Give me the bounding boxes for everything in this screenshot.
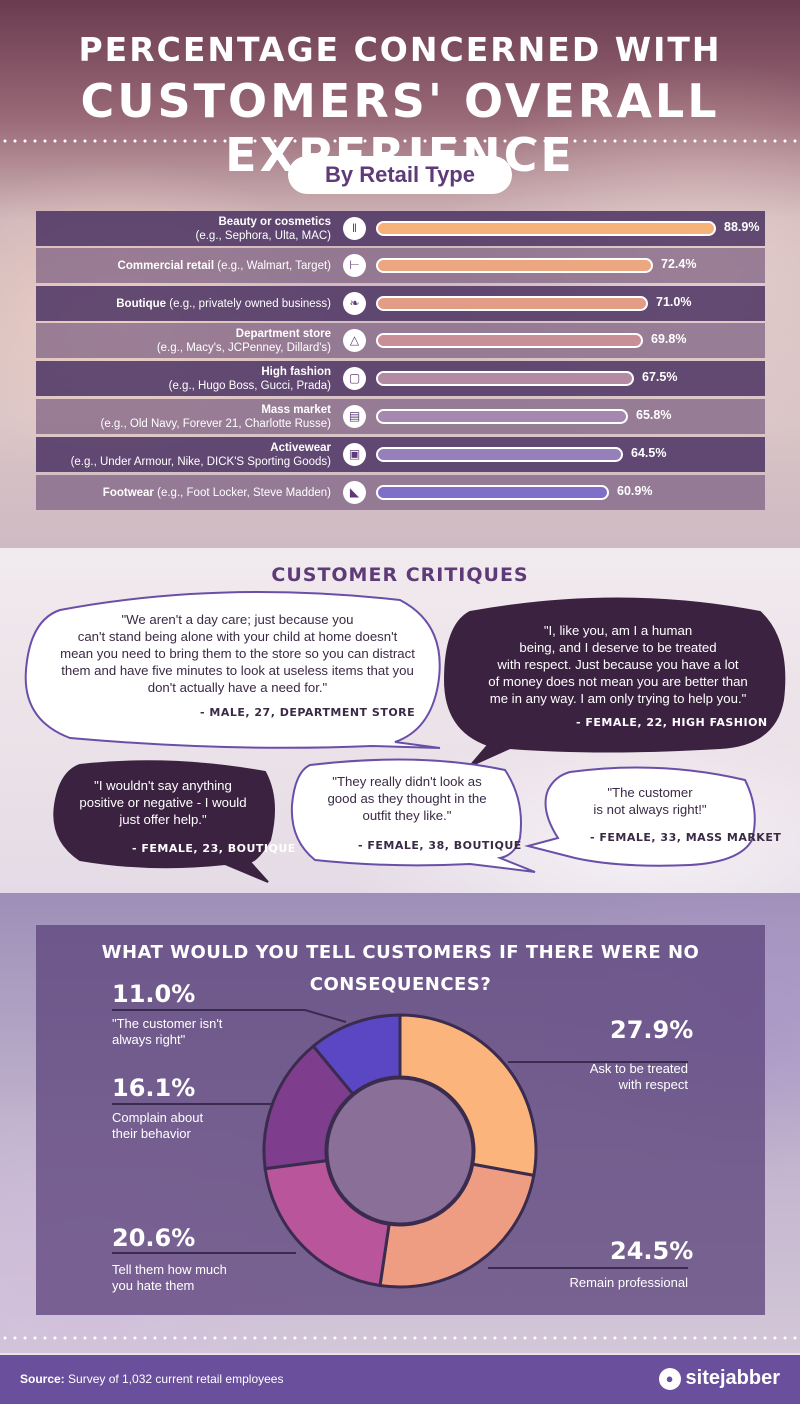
slice-pct-respect: 27.9% [610, 1016, 694, 1044]
storefront-icon: ▤ [343, 405, 366, 428]
cart-icon: ⊢ [343, 254, 366, 277]
bar-mark [376, 409, 628, 424]
page-title-line2: CUSTOMERS' OVERALL EXPERIENCE [80, 74, 720, 182]
bar-mark [376, 371, 634, 386]
quote-2: "I, like you, am I a human being, and I … [488, 623, 748, 706]
footer: Source: Survey of 1,032 current retail e… [0, 1355, 800, 1404]
bar-row: Boutique (e.g., privately owned business… [36, 286, 765, 321]
bar-category-name: Beauty or cosmetics [218, 215, 332, 228]
bar-category-label: Boutique (e.g., privately owned business… [41, 286, 331, 321]
bar-mark [376, 333, 643, 348]
bar-category-label: Mass market (e.g., Old Navy, Forever 21, … [41, 399, 331, 434]
quote-5: "The customer is not always right!" [593, 785, 707, 817]
bar-row: Footwear (e.g., Foot Locker, Steve Madde… [36, 475, 765, 510]
bow-icon: ❧ [343, 292, 366, 315]
hanger-icon: △ [343, 329, 366, 352]
bar-category-label: Beauty or cosmetics (e.g., Sephora, Ulta,… [41, 211, 332, 246]
bar-category-detail: (e.g., Walmart, Target) [217, 259, 331, 272]
donut-hole [325, 1076, 475, 1226]
slice-pct-notright: 11.0% [112, 980, 196, 1008]
bar-category-detail: (e.g., Foot Locker, Steve Madden) [157, 486, 331, 499]
dotted-divider [0, 139, 800, 143]
lipstick-icon: ‖ [343, 217, 366, 240]
quote-4: "They really didn't look as good as they… [327, 774, 487, 823]
speech-bubble-5 [524, 766, 756, 867]
bar-category-name: Boutique [116, 297, 167, 310]
slice-pct-complain: 16.1% [112, 1074, 196, 1102]
quote-2-attribution: - FEMALE, 22, HIGH FASHION [576, 716, 768, 729]
source-note: Source: Survey of 1,032 current retail e… [20, 1372, 284, 1386]
sitejabber-logo[interactable]: ● sitejabber [658, 1367, 780, 1390]
bar-category-detail: (e.g., privately owned business) [169, 297, 331, 310]
bar-category-detail: (e.g., Under Armour, Nike, DICK'S Sporti… [70, 455, 331, 468]
speech-bubble-3 [53, 760, 275, 883]
page-title-line1: PERCENTAGE CONCERNED WITH [78, 30, 722, 69]
slice-pct-professional: 24.5% [610, 1237, 694, 1265]
slice-label-complain: Complain about their behavior [112, 1110, 204, 1141]
consequences-donut-chart [112, 1009, 688, 1289]
shorts-icon: ▣ [343, 443, 366, 466]
leader-line-notright [112, 1009, 347, 1023]
bar-category-label: Activewear (e.g., Under Armour, Nike, DIC… [41, 437, 331, 472]
quote-1-attribution: - MALE, 27, DEPARTMENT STORE [200, 706, 416, 719]
slice-label-respect: Ask to be treated with respect [589, 1061, 688, 1092]
bar-category-detail: (e.g., Old Navy, Forever 21, Charlotte R… [100, 417, 331, 430]
bar-row: Department store (e.g., Macy's, JCPenney,… [36, 323, 765, 358]
speech-bubble-2 [443, 597, 786, 767]
speech-bubbles [24, 591, 786, 883]
speech-bubble-1 [24, 591, 441, 749]
bar-category-detail: (e.g., Sephora, Ulta, MAC) [195, 229, 332, 242]
slice-label-notright: "The customer isn't always right" [112, 1016, 223, 1047]
bar-category-name: Commercial retail [117, 259, 215, 272]
bar-category-detail: (e.g., Hugo Boss, Gucci, Prada) [168, 379, 331, 392]
quote-3-attribution: - FEMALE, 23, BOUTIQUE [132, 842, 296, 855]
slice-label-professional: Remain professional [569, 1275, 688, 1290]
bar-row: High fashion (e.g., Hugo Boss, Gucci, Pra… [36, 361, 765, 396]
bar-category-label: Commercial retail (e.g., Walmart, Target… [41, 248, 331, 283]
bar-value-label: 67.5% [642, 370, 678, 384]
bar-value-label: 64.5% [631, 446, 667, 460]
bar-category-name: Department store [235, 327, 331, 340]
brand-name: sitejabber [685, 1367, 780, 1389]
quote-3: "I wouldn't say anything positive or neg… [79, 778, 247, 827]
dotted-divider-bottom [0, 1336, 800, 1340]
bar-value-label: 72.4% [661, 257, 697, 271]
quote-4-attribution: - FEMALE, 38, BOUTIQUE [358, 839, 522, 852]
quote-5-attribution: - FEMALE, 33, MASS MARKET [590, 831, 782, 844]
bar-mark [376, 447, 623, 462]
retail-type-bar-chart: Beauty or cosmetics (e.g., Sephora, Ulta,… [36, 211, 765, 514]
bar-category-label: Department store (e.g., Macy's, JCPenney,… [41, 323, 331, 358]
bar-category-name: Mass market [261, 403, 331, 416]
bar-row: Activewear (e.g., Under Armour, Nike, DIC… [36, 437, 765, 472]
bar-mark [376, 296, 648, 311]
bar-row: Mass market (e.g., Old Navy, Forever 21, … [36, 399, 765, 434]
bar-category-detail: (e.g., Macy's, JCPenney, Dillard's) [156, 341, 331, 354]
bar-category-name: Footwear [102, 486, 154, 499]
shoe-icon: ◣ [343, 481, 366, 504]
bar-mark [376, 485, 609, 500]
bar-category-label: Footwear (e.g., Foot Locker, Steve Madde… [41, 475, 331, 510]
donut-title: WHAT WOULD YOU TELL CUSTOMERS IF THERE W… [101, 942, 700, 995]
critiques-title: CUSTOMER CRITIQUES [271, 564, 529, 586]
bar-value-label: 88.9% [724, 220, 760, 234]
bar-category-name: Activewear [270, 441, 331, 454]
speech-bubble-4 [290, 758, 536, 873]
bar-value-label: 71.0% [656, 295, 692, 309]
bar-value-label: 65.8% [636, 408, 672, 422]
slice-label-hate: Tell them how much you hate them [112, 1262, 227, 1293]
bar-row: Beauty or cosmetics (e.g., Sephora, Ulta,… [36, 211, 765, 246]
slice-pct-hate: 20.6% [112, 1224, 196, 1252]
quote-1: "We aren't a day care; just because you … [60, 612, 415, 695]
leader-lines [112, 1009, 688, 1269]
bar-category-label: High fashion (e.g., Hugo Boss, Gucci, Pra… [41, 361, 331, 396]
bar-mark [376, 258, 653, 273]
bar-row: Commercial retail (e.g., Walmart, Target… [36, 248, 765, 283]
shopping-bag-icon: ▢ [343, 367, 366, 390]
retail-type-pill: By Retail Type [288, 156, 512, 194]
sitejabber-logo-icon: ● [658, 1367, 681, 1390]
bar-value-label: 60.9% [617, 484, 653, 498]
bar-value-label: 69.8% [651, 332, 687, 346]
bar-mark [376, 221, 716, 236]
bar-category-name: High fashion [261, 365, 331, 378]
